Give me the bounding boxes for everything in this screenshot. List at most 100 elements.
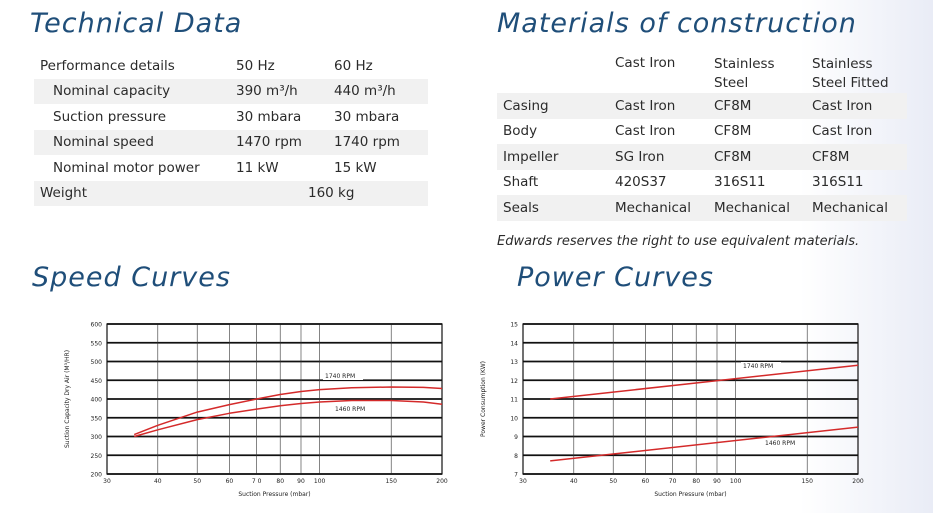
cell-stainless-steel-fitted: Cast Iron xyxy=(812,123,873,140)
x-tick-label: 50 xyxy=(609,478,617,485)
y-tick-label: 600 xyxy=(91,322,103,329)
part-label: Casing xyxy=(497,93,615,119)
table-row: Nominal motor power 11 kW 15 kW xyxy=(34,155,428,181)
cell-cast-iron: Mechanical xyxy=(615,195,714,221)
series-line xyxy=(550,426,859,462)
y-tick-label: 7 xyxy=(514,472,518,479)
row-value-50hz: 11 kW xyxy=(236,159,279,176)
y-tick-label: 10 xyxy=(510,415,518,422)
row-value-60hz: 30 mbara xyxy=(334,108,400,125)
x-axis-label: Suction Pressure (mbar) xyxy=(238,491,310,498)
x-tick-label: 100 xyxy=(314,478,326,485)
header-cast-iron: Cast Iron xyxy=(615,53,714,93)
y-axis-label: Suction Capacity Dry Air (M³/HR) xyxy=(64,350,71,448)
cell-stainless-steel: Mechanical xyxy=(714,195,812,221)
performance-details-label: Performance details xyxy=(40,57,175,74)
series-label-background xyxy=(763,439,803,447)
header-line: Stainless xyxy=(812,56,873,72)
technical-data-title: Technical Data xyxy=(30,8,243,39)
row-label: Suction pressure xyxy=(53,108,167,125)
x-tick-label: 70 xyxy=(669,478,677,485)
weight-label: Weight xyxy=(34,180,236,206)
row-value-60hz: 15 kW xyxy=(334,159,377,176)
background-gradient xyxy=(800,0,933,513)
x-tick-label: 90 xyxy=(713,478,721,485)
cell-stainless-steel-fitted: Cast Iron xyxy=(812,93,907,119)
cell-cast-iron: Cast Iron xyxy=(615,93,714,119)
x-tick-label: 40 xyxy=(570,478,578,485)
weight-row: Weight 160 kg xyxy=(34,180,428,206)
cell-stainless-steel-fitted: CF8M xyxy=(812,144,907,170)
materials-title: Materials of construction xyxy=(497,8,857,39)
part-label: Body xyxy=(503,123,538,140)
x-tick-label: 150 xyxy=(385,478,397,485)
y-tick-label: 350 xyxy=(91,415,103,422)
y-tick-label: 450 xyxy=(91,378,103,385)
row-value-50hz: 30 mbara xyxy=(236,108,302,125)
cell-stainless-steel: CF8M xyxy=(714,93,812,119)
cell-stainless-steel: CF8M xyxy=(714,144,812,170)
series-label: 1460 RPM xyxy=(335,406,365,413)
row-value-50hz: 390 m³/h xyxy=(236,78,334,104)
x-tick-label: 80 xyxy=(276,478,284,485)
table-row: Body Cast Iron CF8M Cast Iron xyxy=(497,119,907,145)
series-line xyxy=(133,399,443,438)
row-value-60hz: 440 m³/h xyxy=(334,78,428,104)
x-tick-label: 60 xyxy=(226,478,234,485)
y-tick-label: 300 xyxy=(91,434,103,441)
y-tick-label: 15 xyxy=(510,322,518,329)
cell-stainless-steel: CF8M xyxy=(714,123,752,140)
technical-data-table: Performance details 50 Hz 60 Hz Nominal … xyxy=(34,53,428,206)
y-tick-label: 8 xyxy=(514,453,518,460)
speed-curves-title: Speed Curves xyxy=(32,262,231,293)
table-row: Shaft 420S37 316S11 316S11 xyxy=(497,170,907,196)
header-line: Stainless xyxy=(714,56,775,72)
materials-header-row: Cast Iron Stainless Steel Stainless Steel … xyxy=(497,53,907,93)
y-tick-label: 11 xyxy=(510,397,518,404)
cell-stainless-steel: 316S11 xyxy=(714,174,766,191)
cell-stainless-steel-fitted: Mechanical xyxy=(812,195,907,221)
plot-frame xyxy=(522,323,859,475)
header-line: Steel xyxy=(714,75,749,91)
y-tick-label: 200 xyxy=(91,472,103,479)
table-row: Nominal capacity 390 m³/h 440 m³/h xyxy=(34,78,428,104)
table-row: Impeller SG Iron CF8M CF8M xyxy=(497,144,907,170)
x-tick-label: 30 xyxy=(519,478,527,485)
x-tick-label: 100 xyxy=(730,478,742,485)
x-tick-label: 50 xyxy=(193,478,201,485)
y-tick-label: 9 xyxy=(514,434,518,441)
x-tick-label: 40 xyxy=(154,478,162,485)
materials-note: Edwards reserves the right to use equiva… xyxy=(497,234,860,249)
table-row: Casing Cast Iron CF8M Cast Iron xyxy=(497,93,907,119)
header-stainless-steel-fitted: Stainless Steel Fitted xyxy=(812,53,907,93)
series-label: 1740 RPM xyxy=(325,373,355,380)
materials-table: Cast Iron Stainless Steel Stainless Steel … xyxy=(497,53,907,221)
x-tick-label: 7 0 xyxy=(252,478,262,485)
table-row: Suction pressure 30 mbara 30 mbara xyxy=(34,104,428,130)
row-label: Nominal capacity xyxy=(34,78,236,104)
cell-cast-iron: SG Iron xyxy=(615,144,714,170)
y-tick-label: 14 xyxy=(510,340,518,347)
table-header-row: Performance details 50 Hz 60 Hz xyxy=(34,53,428,79)
series-line xyxy=(133,386,443,436)
cell-stainless-steel-fitted: 316S11 xyxy=(812,174,864,191)
x-tick-label: 90 xyxy=(297,478,305,485)
x-tick-label: 80 xyxy=(692,478,700,485)
y-axis-label: Power Consumption (KW) xyxy=(480,361,487,437)
table-row: Nominal speed 1470 rpm 1740 rpm xyxy=(34,129,428,155)
y-tick-label: 12 xyxy=(510,378,518,385)
series-line xyxy=(550,364,859,400)
part-label: Shaft xyxy=(503,174,539,191)
cell-cast-iron: 420S37 xyxy=(615,174,667,191)
series-label-background xyxy=(741,362,781,370)
y-tick-label: 500 xyxy=(91,359,103,366)
power-curves-title: Power Curves xyxy=(517,262,714,293)
row-label: Nominal motor power xyxy=(53,159,200,176)
y-tick-label: 250 xyxy=(91,453,103,460)
series-label: 1740 RPM xyxy=(743,363,773,370)
y-tick-label: 550 xyxy=(91,340,103,347)
plot-frame xyxy=(106,323,443,475)
x-tick-label: 200 xyxy=(852,478,864,485)
cell-cast-iron: Cast Iron xyxy=(615,123,676,140)
power-curves-chart: 7 8 9 10 11 12 13 14 15 30 40 50 60 70 80 90 100 150 200 Su… xyxy=(480,322,864,499)
